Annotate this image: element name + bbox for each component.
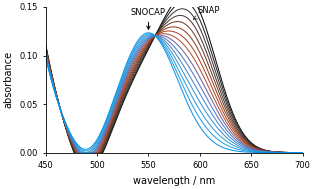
- Text: SNOCAP: SNOCAP: [131, 8, 166, 29]
- Text: SNAP: SNAP: [193, 6, 220, 19]
- Y-axis label: absorbance: absorbance: [3, 51, 14, 108]
- X-axis label: wavelength / nm: wavelength / nm: [133, 176, 215, 186]
